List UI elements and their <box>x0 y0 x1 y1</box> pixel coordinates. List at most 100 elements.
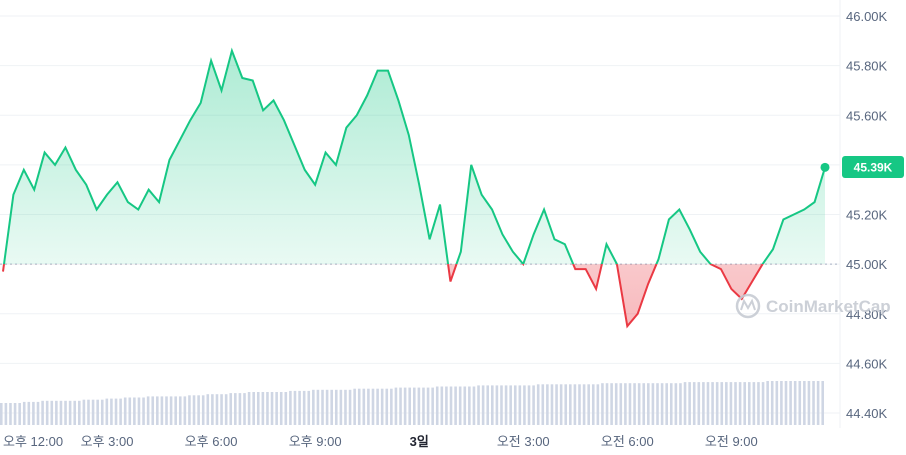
volume-bar <box>178 396 182 425</box>
volume-bar <box>647 383 650 425</box>
volume-bar <box>435 386 439 425</box>
volume-bar <box>307 390 311 425</box>
price-line <box>2 47 826 329</box>
volume-bar <box>9 403 12 425</box>
volume-bar <box>22 401 26 425</box>
volume-bar <box>669 383 673 425</box>
volume-bar <box>715 382 719 425</box>
volume-bar <box>114 398 118 425</box>
volume-bar <box>624 383 627 425</box>
volume-bar <box>780 381 783 425</box>
volume-bar <box>440 386 444 425</box>
volume-bar <box>403 387 407 425</box>
volume-bar <box>357 388 361 425</box>
volume-bar <box>683 382 687 425</box>
volume-bar <box>454 386 457 425</box>
volume-bar <box>720 382 724 425</box>
volume-bar <box>591 384 595 425</box>
volume-bar <box>408 387 411 425</box>
volume-bar <box>289 390 292 425</box>
x-tick-label: 오후 3:00 <box>81 434 134 449</box>
volume-bar <box>504 385 508 425</box>
volume-bar <box>706 382 710 425</box>
coinmarketcap-watermark: CoinMarketCap <box>735 293 891 319</box>
volume-bar <box>13 403 17 425</box>
volume-bar <box>413 387 416 425</box>
volume-bar <box>523 385 526 425</box>
volume-bar <box>679 383 682 425</box>
volume-bar <box>458 386 462 425</box>
volume-bar <box>27 401 31 425</box>
volume-bar <box>449 386 453 425</box>
volume-bar <box>601 383 604 425</box>
volume-bar <box>697 382 701 425</box>
volume-bar <box>325 389 329 425</box>
volume-bar <box>564 384 568 425</box>
x-tick-label: 오후 6:00 <box>185 434 238 449</box>
x-tick-label: 3일 <box>410 434 429 449</box>
volume-bar <box>812 381 815 425</box>
volume-bar <box>256 392 260 425</box>
volume-bar <box>821 381 824 425</box>
volume-bar <box>596 384 600 425</box>
volume-bar <box>100 399 104 425</box>
volume-bar <box>422 387 425 425</box>
volume-bar <box>188 395 191 425</box>
volume-bar <box>312 389 315 425</box>
volume-bar <box>220 394 223 425</box>
volume-bars <box>0 381 824 425</box>
volume-bar <box>50 400 54 425</box>
volume-bar <box>279 392 283 425</box>
volume-bar <box>197 395 200 425</box>
volume-bar <box>91 399 95 425</box>
volume-bar <box>573 384 577 425</box>
volume-bar <box>803 381 806 425</box>
volume-bar <box>518 385 522 425</box>
volume-bar <box>215 394 219 425</box>
volume-bar <box>770 381 774 425</box>
coinmarketcap-logo-icon <box>735 293 761 319</box>
volume-bar <box>45 400 49 425</box>
volume-bar <box>793 381 797 425</box>
volume-bar <box>711 382 714 425</box>
volume-bar <box>775 381 779 425</box>
volume-bar <box>302 390 306 425</box>
volume-bar <box>142 397 145 425</box>
volume-bar <box>344 389 347 425</box>
volume-bar <box>738 382 742 425</box>
volume-bar <box>486 385 490 425</box>
volume-bar <box>385 388 389 425</box>
price-area-fill <box>3 50 825 327</box>
volume-bar <box>68 400 72 425</box>
volume-bar <box>472 386 476 425</box>
x-tick-label: 오전 6:00 <box>601 434 654 449</box>
volume-bar <box>55 400 58 425</box>
volume-bar <box>96 399 99 425</box>
volume-bar <box>491 385 494 425</box>
volume-bar <box>4 403 8 425</box>
volume-bar <box>87 399 90 425</box>
x-tick-label: 오전 9:00 <box>705 434 758 449</box>
volume-bar <box>789 381 792 425</box>
volume-bar <box>463 386 467 425</box>
volume-bar <box>555 384 558 425</box>
volume-bar <box>266 392 269 425</box>
volume-bar <box>362 388 366 425</box>
volume-bar <box>183 396 187 425</box>
volume-bar <box>78 400 81 425</box>
volume-bar <box>82 399 86 425</box>
volume-bar <box>367 388 370 425</box>
volume-bar <box>532 385 535 425</box>
price-line-up <box>2 47 826 265</box>
volume-bar <box>757 382 760 425</box>
volume-bar <box>64 400 67 425</box>
volume-bar <box>105 398 109 425</box>
volume-bar <box>321 389 324 425</box>
volume-bar <box>238 393 242 425</box>
volume-bar <box>660 383 664 425</box>
volume-bar <box>619 383 623 425</box>
volume-bar <box>211 394 214 425</box>
volume-bar <box>261 392 265 425</box>
volume-bar <box>133 397 136 425</box>
